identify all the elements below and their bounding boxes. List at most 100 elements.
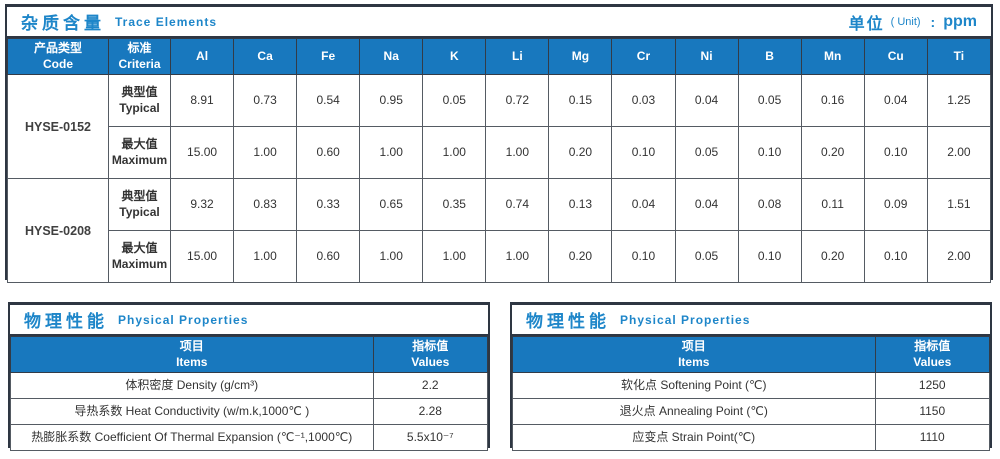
table-row-hyse0208-typical: HYSE-0208 典型值 Typical 9.32 0.83 0.33 0.6…	[7, 178, 992, 284]
column-header-code-zh: 产品类型	[33, 41, 82, 55]
column-header-element: Al	[169, 37, 235, 76]
property-value-cell: 1110	[874, 424, 991, 452]
physical-left-panel-header: 物理性能 Physical Properties	[10, 305, 488, 336]
property-item-cell: 热膨胀系数 Coefficient Of Thermal Expansion (…	[10, 424, 374, 452]
column-header-element: B	[737, 37, 802, 76]
value-cell: 0.11	[800, 178, 865, 232]
unit-label-en: ( Unit)	[890, 15, 921, 28]
value-cell: 0.04	[674, 74, 739, 128]
value-cell: 0.74	[485, 178, 550, 232]
criteria-label-en: Maximum	[111, 152, 168, 167]
table-row-hyse0152-typical: HYSE-0152 典型值 Typical 8.91 0.73 0.54 0.9…	[7, 74, 992, 180]
table-row-heat-conductivity: 导热系数 Heat Conductivity (w/m.k,1000℃ ) 2.…	[10, 398, 489, 426]
value-cell: 1.00	[233, 230, 298, 284]
column-header-values-zh: 指标值	[412, 339, 449, 353]
criteria-label-en: Typical	[119, 204, 160, 219]
column-header-items-en: Items	[176, 354, 208, 369]
criteria-label-en: Typical	[119, 100, 160, 115]
value-cell: 0.65	[359, 178, 424, 232]
property-item-cell: 退火点 Annealing Point (℃)	[512, 398, 876, 426]
physical-left-table: 项目 Items 指标值 Values 体积密度 Density (g/cm³)…	[10, 335, 489, 452]
trace-panel-header: 杂质含量 Trace Elements 单位 ( Unit) : ppm	[7, 7, 991, 38]
property-item-cell: 导热系数 Heat Conductivity (w/m.k,1000℃ )	[10, 398, 374, 426]
value-cell: 0.05	[674, 126, 739, 180]
column-header-items-zh: 项目	[179, 339, 204, 353]
value-cell: 0.05	[674, 230, 739, 284]
value-cell: 0.10	[863, 126, 928, 180]
trace-header-row: 产品类型 Code 标准 Criteria Al Ca Fe Na K Li M…	[7, 37, 992, 76]
column-header-element: Fe	[296, 37, 361, 76]
property-item-cell: 软化点 Softening Point (℃)	[512, 372, 876, 400]
value-cell: 0.20	[800, 126, 865, 180]
physical-right-panel-header: 物理性能 Physical Properties	[512, 305, 990, 336]
column-header-values: 指标值 Values	[874, 335, 991, 374]
value-cell: 0.05	[422, 74, 487, 128]
column-header-criteria-en: Criteria	[118, 56, 161, 71]
value-cell: 0.20	[548, 230, 613, 284]
physical-properties-left-panel: 物理性能 Physical Properties 项目 Items 指标值 Va…	[8, 302, 490, 452]
criteria-label-zh: 最大值	[121, 241, 158, 256]
value-cell: 0.33	[296, 178, 361, 232]
property-item-cell: 应变点 Strain Point(℃)	[512, 424, 876, 452]
value-cell: 15.00	[169, 126, 235, 180]
property-value-cell: 2.2	[372, 372, 489, 400]
value-cell: 8.91	[169, 74, 235, 128]
property-item-cell: 体积密度 Density (g/cm³)	[10, 372, 374, 400]
column-header-criteria-zh: 标准	[127, 41, 152, 55]
column-header-values-en: Values	[913, 354, 952, 369]
criteria-cell-typical: 典型值 Typical	[108, 178, 171, 232]
value-cell: 0.04	[674, 178, 739, 232]
value-cell: 0.09	[863, 178, 928, 232]
property-value-cell: 5.5x10⁻⁷	[372, 424, 489, 452]
value-cell: 2.00	[926, 230, 992, 284]
value-cell: 1.00	[422, 230, 487, 284]
value-cell: 0.83	[233, 178, 298, 232]
value-cell: 1.51	[926, 178, 992, 232]
value-cell: 0.35	[422, 178, 487, 232]
value-cell: 1.00	[485, 126, 550, 180]
value-cell: 0.05	[737, 74, 802, 128]
value-cell: 1.00	[485, 230, 550, 284]
table-row-softening-point: 软化点 Softening Point (℃) 1250	[512, 372, 991, 400]
product-code-cell: HYSE-0208	[7, 178, 109, 284]
value-cell: 1.00	[359, 126, 424, 180]
column-header-code: 产品类型 Code	[7, 37, 109, 76]
value-cell: 0.03	[611, 74, 676, 128]
trace-title-zh: 杂质含量	[21, 14, 105, 33]
value-cell: 0.04	[611, 178, 676, 232]
criteria-cell-maximum: 最大值 Maximum	[108, 126, 171, 180]
property-value-cell: 1250	[874, 372, 991, 400]
physical-left-title-en: Physical Properties	[118, 312, 249, 327]
column-header-element: Mn	[800, 37, 865, 76]
value-cell: 0.04	[863, 74, 928, 128]
value-cell: 0.10	[737, 230, 802, 284]
column-header-element: Ca	[233, 37, 298, 76]
physical-right-title-zh: 物理性能	[526, 312, 610, 331]
criteria-label-en: Maximum	[111, 256, 168, 271]
value-cell: 0.16	[800, 74, 865, 128]
value-cell: 0.10	[611, 230, 676, 284]
column-header-element: Mg	[548, 37, 613, 76]
value-cell: 0.95	[359, 74, 424, 128]
value-cell: 2.00	[926, 126, 992, 180]
unit-label-zh: 单位	[848, 15, 885, 33]
value-cell: 0.60	[296, 126, 361, 180]
property-value-cell: 2.28	[372, 398, 489, 426]
criteria-label-zh: 最大值	[121, 137, 158, 152]
criteria-cell-typical: 典型值 Typical	[108, 74, 171, 128]
column-header-criteria: 标准 Criteria	[108, 37, 171, 76]
column-header-values: 指标值 Values	[372, 335, 489, 374]
value-cell: 0.10	[737, 126, 802, 180]
trace-elements-panel: 杂质含量 Trace Elements 单位 ( Unit) : ppm 产品类…	[5, 4, 993, 284]
value-cell: 0.54	[296, 74, 361, 128]
column-header-code-en: Code	[43, 56, 73, 71]
table-row-thermal-expansion: 热膨胀系数 Coefficient Of Thermal Expansion (…	[10, 424, 489, 452]
criteria-label-zh: 典型值	[121, 189, 158, 204]
criteria-label-zh: 典型值	[121, 85, 158, 100]
table-row-density: 体积密度 Density (g/cm³) 2.2	[10, 372, 489, 400]
physical-right-header-row: 项目 Items 指标值 Values	[512, 335, 991, 374]
column-header-items-en: Items	[678, 354, 710, 369]
column-header-values-zh: 指标值	[914, 339, 951, 353]
value-cell: 1.25	[926, 74, 992, 128]
value-cell: 0.08	[737, 178, 802, 232]
